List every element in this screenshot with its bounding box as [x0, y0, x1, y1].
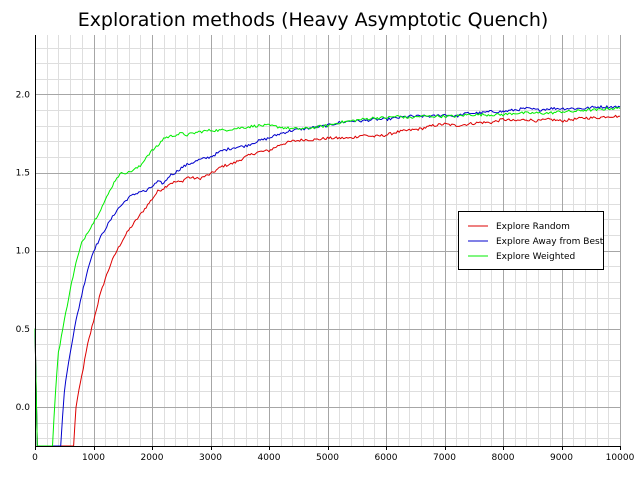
- x-tick-label: 3000: [199, 453, 222, 463]
- x-tick-label: 5000: [316, 453, 339, 463]
- x-tick-label: 1000: [82, 453, 105, 463]
- tick-labels: 0 1000 2000 3000 4000 5000 6000 7000 8000 9000 100…: [16, 90, 635, 463]
- legend-label-1: Explore Random: [496, 222, 570, 232]
- y-tick-label: 0.0: [16, 403, 31, 413]
- y-tick-label: 0.5: [16, 325, 30, 335]
- y-tick-label: 1.5: [16, 169, 30, 179]
- x-tick-label: 9000: [550, 453, 573, 463]
- legend-label-3: Explore Weighted: [496, 252, 575, 262]
- series-layer: [34, 105, 621, 447]
- x-tick-label: 8000: [492, 453, 515, 463]
- x-tick-label: 6000: [375, 453, 398, 463]
- legend-label-2: Explore Away from Best: [496, 237, 604, 247]
- x-tick-label: 7000: [433, 453, 456, 463]
- x-tick-label: 4000: [258, 453, 281, 463]
- axes: [35, 35, 621, 450]
- series-line-3: [34, 106, 621, 447]
- legend: Explore Random Explore Away from Best Expl…: [458, 211, 604, 270]
- chart-title: Exploration methods (Heavy Asymptotic Qu…: [78, 9, 549, 31]
- major-grid: [35, 35, 621, 446]
- series-line-1: [34, 114, 620, 447]
- x-tick-label: 10000: [606, 453, 635, 463]
- y-tick-label: 2.0: [16, 90, 31, 100]
- x-tick-label: 2000: [141, 453, 164, 463]
- series-line-2: [34, 105, 621, 447]
- x-tick-label: 0: [32, 453, 38, 463]
- y-tick-label: 1.0: [16, 247, 31, 257]
